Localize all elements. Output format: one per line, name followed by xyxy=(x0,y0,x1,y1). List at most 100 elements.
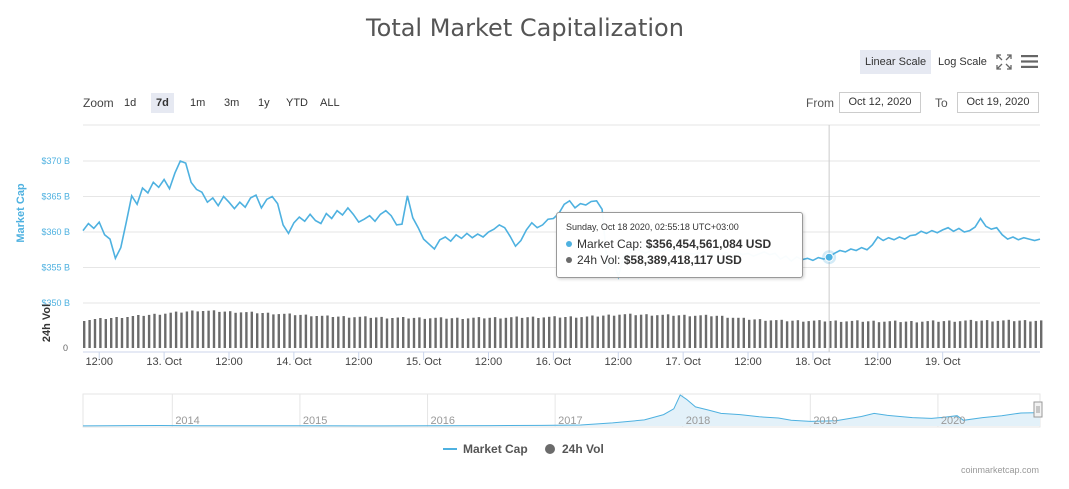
credit-link[interactable]: coinmarketcap.com xyxy=(960,465,1039,475)
volume-bar xyxy=(602,315,605,348)
volume-bar xyxy=(921,321,924,348)
volume-bar xyxy=(191,310,194,348)
volume-bar xyxy=(169,312,172,348)
volume-bar xyxy=(326,315,329,348)
volume-bar xyxy=(1034,320,1037,348)
volume-bar xyxy=(450,318,454,348)
volume-bar xyxy=(423,318,426,348)
volume-bar xyxy=(758,319,762,348)
volume-bar xyxy=(791,320,794,348)
volume-bar xyxy=(645,314,648,348)
volume-bar xyxy=(618,314,621,348)
tooltip-vol-value: $58,389,418,117 USD xyxy=(623,253,742,267)
zoom-1d-button[interactable]: 1d xyxy=(124,97,137,109)
volume-bar xyxy=(985,320,989,348)
volume-bar xyxy=(888,321,891,348)
volume-bar xyxy=(612,315,616,348)
volume-bar xyxy=(629,313,632,348)
y-tick-2: $360 B xyxy=(41,227,70,237)
y-tick-3: $355 B xyxy=(41,263,70,273)
volume-bar xyxy=(342,316,345,348)
x-tick-7: 16. Oct xyxy=(536,356,571,368)
from-date-input[interactable]: Oct 12, 2020 xyxy=(839,92,921,113)
zoom-label: Zoom xyxy=(83,96,114,110)
volume-bar xyxy=(488,317,491,348)
chart-title: Total Market Capitalization xyxy=(366,14,684,42)
nav-tick-6: 2020 xyxy=(941,415,965,427)
x-tick-1: 13. Oct xyxy=(146,356,181,368)
nav-tick-2: 2016 xyxy=(431,415,455,427)
volume-bar xyxy=(742,317,745,348)
zoom-1m-button[interactable]: 1m xyxy=(190,97,206,109)
volume-bar xyxy=(434,317,437,348)
volume-bar xyxy=(99,318,102,348)
volume-bar xyxy=(780,319,783,348)
nav-tick-0: 2014 xyxy=(175,415,199,427)
tooltip: Sunday, Oct 18 2020, 02:55:18 UTC+03:00 … xyxy=(556,212,803,278)
x-tick-6: 12:00 xyxy=(475,356,503,368)
zoom-ytd-button[interactable]: YTD xyxy=(286,97,308,109)
volume-bar xyxy=(466,318,470,348)
zoom-3m-button[interactable]: 3m xyxy=(224,97,240,109)
legend-vol-swatch[interactable] xyxy=(545,444,555,454)
navigator-line xyxy=(82,394,1041,427)
legend-market-cap[interactable]: Market Cap xyxy=(463,442,528,456)
volume-bar xyxy=(266,312,270,348)
volume-bar xyxy=(856,320,859,348)
y-tick-4: $350 B xyxy=(41,298,70,308)
volume-bar xyxy=(672,315,675,348)
volume-bar xyxy=(272,314,275,348)
volume-bar xyxy=(980,320,983,348)
volume-bar xyxy=(461,319,464,348)
x-tick-13: 19. Oct xyxy=(925,356,960,368)
volume-bar xyxy=(142,315,145,348)
volume-bar xyxy=(726,317,729,348)
volume-bar xyxy=(650,315,654,348)
volume-bar xyxy=(385,318,389,348)
volume-bar xyxy=(769,320,773,348)
tooltip-market-cap-label: Market Cap: xyxy=(577,237,643,251)
market-cap-line xyxy=(82,159,1041,280)
zoom-7d-button[interactable]: 7d xyxy=(151,93,174,113)
navigator-handle[interactable] xyxy=(1033,401,1043,418)
volume-bar xyxy=(293,315,297,348)
zoom-all-button[interactable]: ALL xyxy=(320,97,340,109)
volume-bar xyxy=(250,311,253,348)
volume-bar xyxy=(580,317,583,348)
volume-bar xyxy=(904,321,908,348)
volume-bar xyxy=(147,314,151,348)
to-date-input[interactable]: Oct 19, 2020 xyxy=(957,92,1039,113)
volume-bar xyxy=(661,314,664,348)
volume-bar xyxy=(493,317,497,348)
volume-bar xyxy=(634,315,637,348)
volume-bar xyxy=(526,317,529,348)
volume-bar xyxy=(591,315,594,348)
legend-vol[interactable]: 24h Vol xyxy=(562,442,604,456)
x-tick-0: 12:00 xyxy=(85,356,113,368)
volume-bar xyxy=(942,321,946,348)
volume-bar xyxy=(688,316,691,348)
fullscreen-icon[interactable] xyxy=(996,54,1012,70)
log-scale-button[interactable]: Log Scale xyxy=(938,56,987,68)
x-tick-9: 17. Oct xyxy=(665,356,700,368)
volume-bar xyxy=(418,317,421,348)
volume-bar xyxy=(218,311,221,348)
volume-bar xyxy=(185,311,189,348)
volume-bar xyxy=(558,317,562,348)
volume-bar xyxy=(639,314,643,348)
volume-bar xyxy=(358,316,362,348)
volume-bar xyxy=(234,312,237,348)
volume-bar xyxy=(299,314,302,348)
volume-bar xyxy=(407,318,410,348)
volume-bar xyxy=(596,316,599,348)
volume-bar xyxy=(315,316,318,348)
volume-bar xyxy=(439,317,443,348)
menu-icon[interactable] xyxy=(1021,54,1038,69)
volume-bar xyxy=(1018,320,1021,348)
volume-bar xyxy=(201,311,205,348)
zoom-1y-button[interactable]: 1y xyxy=(258,97,270,109)
volume-bar xyxy=(975,321,978,348)
linear-scale-button[interactable]: Linear Scale xyxy=(860,50,932,74)
volume-bar xyxy=(899,322,902,348)
